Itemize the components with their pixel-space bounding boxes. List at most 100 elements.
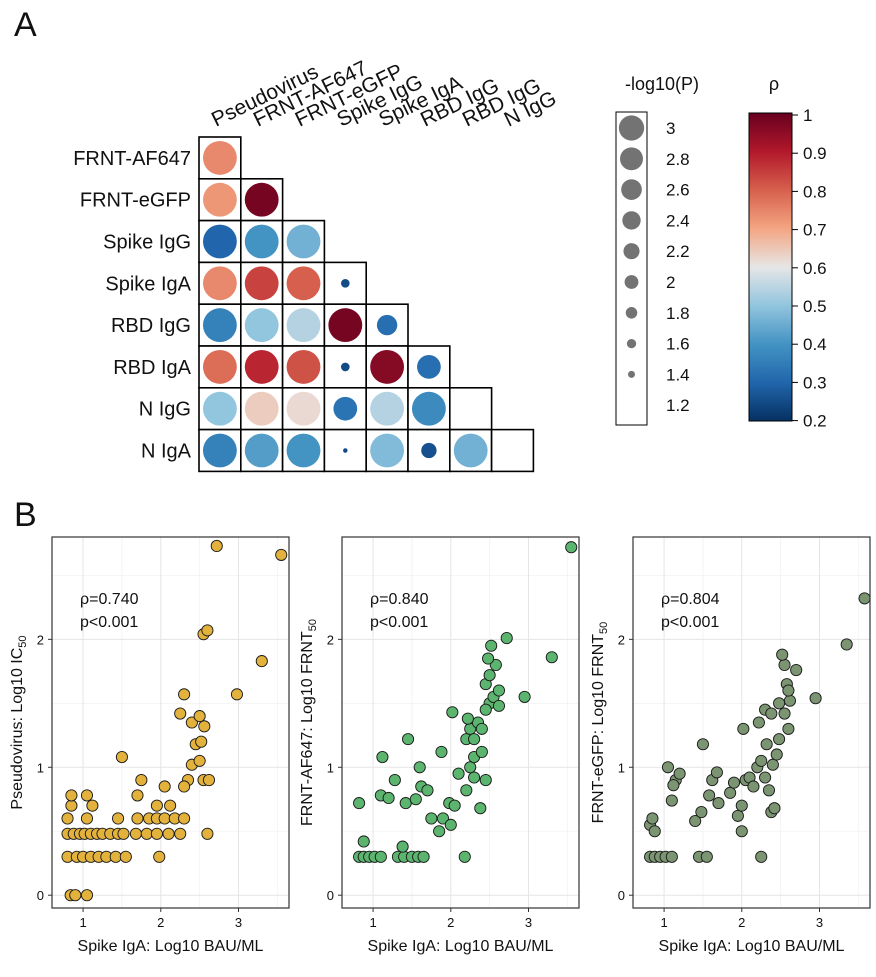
data-point xyxy=(80,889,94,902)
corr-row-label: RBD IgA xyxy=(113,357,191,379)
data-point xyxy=(482,652,495,665)
color-legend-label: 0.8 xyxy=(803,182,827,201)
data-point xyxy=(747,780,760,793)
corr-row-label: Spike IgG xyxy=(103,232,191,254)
data-point xyxy=(475,745,488,758)
corr-row-label: N IgA xyxy=(141,441,192,463)
color-legend-label: 0.5 xyxy=(803,297,827,316)
data-point xyxy=(766,758,779,771)
y-axis-label: Pseudovirus: Log10 IC50 xyxy=(9,635,29,809)
color-legend-title: ρ xyxy=(769,74,779,94)
data-point xyxy=(773,697,786,710)
data-point xyxy=(783,694,797,707)
data-point xyxy=(119,850,132,863)
corr-circle-n-igg-frnt-egfp xyxy=(286,391,321,426)
data-point xyxy=(500,632,513,645)
scatter-panel-3: 1 2 3 0 1 2 ρ=0.804 p<0.001 Spike IgA: Log10 BAU… xyxy=(590,536,871,955)
data-point xyxy=(396,840,409,853)
y-tick-label: 0 xyxy=(618,888,625,903)
corr-circle-spike-iga-pseudovirus xyxy=(202,266,237,301)
data-point xyxy=(210,539,223,553)
data-point xyxy=(357,835,370,848)
corr-circle-rbd-iga-pseudovirus xyxy=(202,349,237,384)
data-point xyxy=(201,624,214,637)
corr-row-label: FRNT-AF647 xyxy=(73,148,191,170)
corr-circle-n-iga-frnt-egfp xyxy=(286,433,321,468)
corr-cell xyxy=(490,428,535,473)
data-point xyxy=(446,706,459,719)
data-point xyxy=(483,669,496,682)
data-point xyxy=(489,658,502,671)
size-legend-circle xyxy=(628,370,635,378)
size-legend-circle xyxy=(621,179,642,200)
data-point xyxy=(492,684,506,697)
data-point xyxy=(778,658,791,671)
data-point xyxy=(665,794,678,807)
data-point xyxy=(773,733,786,746)
data-point xyxy=(374,850,387,863)
data-point xyxy=(111,812,125,825)
x-tick-label: 1 xyxy=(79,915,86,930)
corr-circle-n-iga-rbd-igg xyxy=(453,433,488,468)
scatter-panel-1: 1 2 3 0 1 2 ρ=0.740 p<0.001 Spike IgA: Log10 BAU… xyxy=(9,536,290,955)
data-point xyxy=(376,750,389,764)
size-legend-label: 3 xyxy=(666,119,675,138)
size-legend-circle xyxy=(626,338,637,349)
data-point xyxy=(150,827,163,840)
size-legend-circle xyxy=(620,147,643,171)
x-tick-label: 1 xyxy=(369,915,376,930)
data-point xyxy=(436,812,450,825)
data-point xyxy=(565,541,578,554)
data-point xyxy=(185,716,198,729)
data-point xyxy=(468,771,481,784)
corr-row-label: Spike IgA xyxy=(105,273,191,295)
data-point xyxy=(479,774,492,787)
y-axis-label-main: FRNT-eGFP: Log10 FRNT xyxy=(590,634,607,824)
data-point xyxy=(840,638,853,651)
correlogram-row-labels: FRNT-AF647 FRNT-eGFP Spike IgG Spike IgA RBD… xyxy=(73,148,191,463)
data-point xyxy=(737,722,750,735)
data-point xyxy=(201,827,214,840)
corr-row-label: FRNT-eGFP xyxy=(80,190,191,212)
data-point xyxy=(80,789,94,802)
x-tick-label: 2 xyxy=(447,915,454,930)
data-point xyxy=(696,738,709,751)
y-axis-label-subscript: 50 xyxy=(598,622,610,634)
data-point xyxy=(80,812,94,825)
data-point xyxy=(353,797,366,810)
data-point xyxy=(131,789,144,802)
y-tick-label: 1 xyxy=(37,760,44,775)
data-point xyxy=(425,812,438,825)
size-legend-circle xyxy=(618,115,645,141)
y-axis-label-main: FRNT-AF647: Log10 FRNT xyxy=(299,631,316,826)
data-point xyxy=(131,812,144,825)
color-legend-label: 0.2 xyxy=(803,412,827,431)
p-annotation: p<0.001 xyxy=(80,614,138,631)
data-point xyxy=(86,799,99,812)
data-point xyxy=(115,750,128,764)
x-axis-label: Spike IgA: Log10 BAU/ML xyxy=(659,938,845,955)
x-tick-label: 2 xyxy=(738,915,745,930)
data-point xyxy=(461,712,474,725)
size-legend-label: 2.8 xyxy=(666,150,690,169)
data-point xyxy=(778,707,791,720)
data-point xyxy=(665,850,678,863)
corr-cell xyxy=(448,386,493,431)
corr-circle-rbd-iga-rbd-igg xyxy=(417,355,441,379)
p-annotation: p<0.001 xyxy=(370,614,428,631)
y-axis-label-subscript: 50 xyxy=(307,619,319,631)
corr-circle-rbd-iga-spike-iga xyxy=(370,349,405,384)
data-point xyxy=(700,850,713,863)
size-legend-label: 2.6 xyxy=(666,181,690,200)
plot-border xyxy=(51,536,290,909)
data-point xyxy=(768,802,781,815)
data-point xyxy=(230,688,243,701)
corr-circle-rbd-iga-frnt-af647 xyxy=(244,349,279,384)
color-legend-label: 0.3 xyxy=(803,373,827,392)
data-point xyxy=(760,738,773,751)
data-point xyxy=(140,827,153,840)
data-point xyxy=(275,548,288,561)
